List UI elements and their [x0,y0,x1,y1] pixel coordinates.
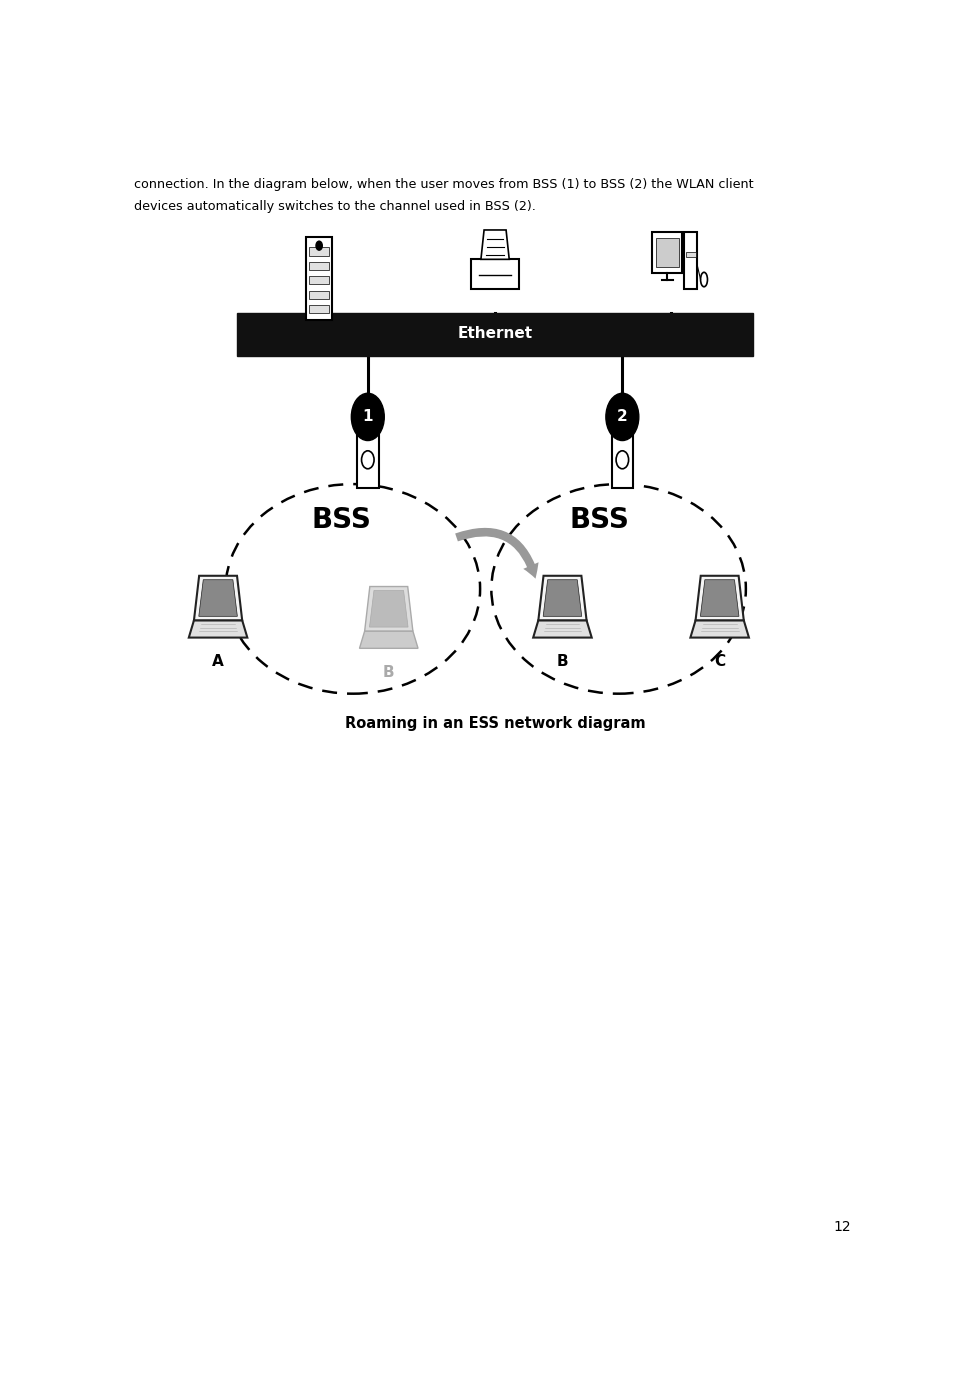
FancyBboxPatch shape [309,276,329,285]
FancyBboxPatch shape [357,436,379,489]
FancyArrowPatch shape [455,528,539,579]
Text: devices automatically switches to the channel used in BSS (2).: devices automatically switches to the ch… [134,200,536,212]
Polygon shape [188,620,247,638]
FancyBboxPatch shape [656,239,678,267]
Text: 1: 1 [362,409,373,424]
Polygon shape [543,579,582,616]
Circle shape [611,410,613,415]
Text: B: B [556,655,568,670]
Polygon shape [199,579,238,616]
Text: BSS: BSS [570,507,630,535]
FancyBboxPatch shape [309,247,329,255]
FancyBboxPatch shape [309,262,329,269]
Circle shape [356,410,359,415]
Text: connection. In the diagram below, when the user moves from BSS (1) to BSS (2) th: connection. In the diagram below, when t… [134,179,753,191]
Circle shape [377,410,380,415]
FancyBboxPatch shape [471,260,519,289]
Polygon shape [481,230,509,260]
FancyBboxPatch shape [684,232,697,289]
Circle shape [316,242,323,250]
FancyBboxPatch shape [611,436,633,489]
Circle shape [616,451,629,469]
Text: Roaming in an ESS network diagram: Roaming in an ESS network diagram [345,716,645,730]
FancyBboxPatch shape [309,290,329,299]
Text: A: A [213,655,224,670]
FancyBboxPatch shape [686,251,696,257]
Ellipse shape [700,272,707,286]
Text: 12: 12 [833,1220,851,1234]
Polygon shape [194,575,242,620]
Polygon shape [369,591,408,627]
Polygon shape [364,586,412,631]
FancyBboxPatch shape [237,313,753,356]
Polygon shape [691,620,749,638]
Polygon shape [700,579,739,616]
Text: BSS: BSS [312,507,372,535]
Circle shape [352,394,384,441]
Text: B: B [383,666,394,680]
Text: 2: 2 [617,409,628,424]
FancyBboxPatch shape [306,237,332,320]
FancyBboxPatch shape [309,306,329,313]
FancyBboxPatch shape [652,232,682,272]
Circle shape [606,394,639,441]
Circle shape [631,410,634,415]
Polygon shape [538,575,586,620]
Text: C: C [714,655,725,670]
Polygon shape [696,575,744,620]
Polygon shape [533,620,592,638]
Text: Ethernet: Ethernet [458,325,532,341]
Polygon shape [359,631,418,648]
Circle shape [361,451,374,469]
